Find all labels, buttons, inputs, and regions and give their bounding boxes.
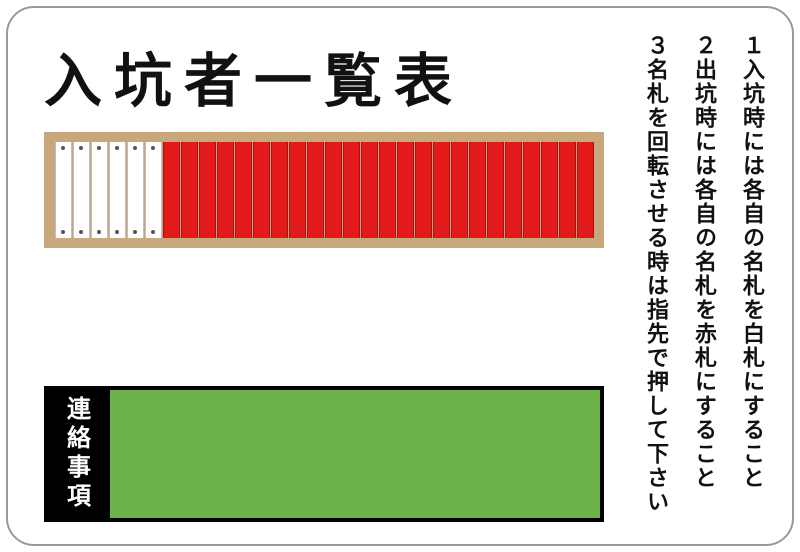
tag-red <box>379 142 396 238</box>
tag-red <box>505 142 522 238</box>
tag-red <box>235 142 252 238</box>
tag-red <box>487 142 504 238</box>
left-area: 入坑者一覧表 <box>44 34 604 248</box>
tag-rack <box>44 132 604 248</box>
tag-red <box>163 142 180 238</box>
tag-red <box>325 142 342 238</box>
notice-label-char: 事 <box>67 454 91 483</box>
tag-white <box>55 142 72 238</box>
instruction-line-2: ２出坑時には各自の名札を赤札にすること <box>688 34 720 518</box>
tag-white <box>127 142 144 238</box>
tag-white <box>73 142 90 238</box>
tag-red <box>289 142 306 238</box>
tag-red <box>361 142 378 238</box>
tag-red <box>559 142 576 238</box>
tag-red <box>253 142 270 238</box>
tag-red <box>577 142 594 238</box>
notice-label: 連絡事項 <box>48 390 110 518</box>
notice-label-char: 項 <box>67 483 91 512</box>
tag-red <box>451 142 468 238</box>
tag-red <box>397 142 414 238</box>
instruction-line-3: ３名札を回転させる時は指先で押して下さい <box>640 34 672 518</box>
page-title: 入坑者一覧表 <box>44 34 604 118</box>
tag-red <box>217 142 234 238</box>
tag-red <box>415 142 432 238</box>
notice-writearea <box>110 390 600 518</box>
tag-red <box>199 142 216 238</box>
instructions: １入坑時には各自の名札を白札にすること ２出坑時には各自の名札を赤札にすること ３名… <box>640 34 768 518</box>
notice-panel: 連絡事項 <box>44 386 604 522</box>
instruction-line-1: １入坑時には各自の名札を白札にすること <box>736 34 768 518</box>
tag-red <box>343 142 360 238</box>
tag-red <box>433 142 450 238</box>
tag-red <box>307 142 324 238</box>
tag-white <box>91 142 108 238</box>
tag-red <box>271 142 288 238</box>
tag-red <box>541 142 558 238</box>
tag-white <box>145 142 162 238</box>
notice-label-char: 絡 <box>67 425 91 454</box>
tag-red <box>181 142 198 238</box>
notice-label-char: 連 <box>67 396 91 425</box>
tag-red <box>469 142 486 238</box>
sign-board: 入坑者一覧表 連絡事項 １入坑時には各自の名札を白札にすること ２出坑時には各自の… <box>6 6 794 546</box>
tag-red <box>523 142 540 238</box>
tag-white <box>109 142 126 238</box>
